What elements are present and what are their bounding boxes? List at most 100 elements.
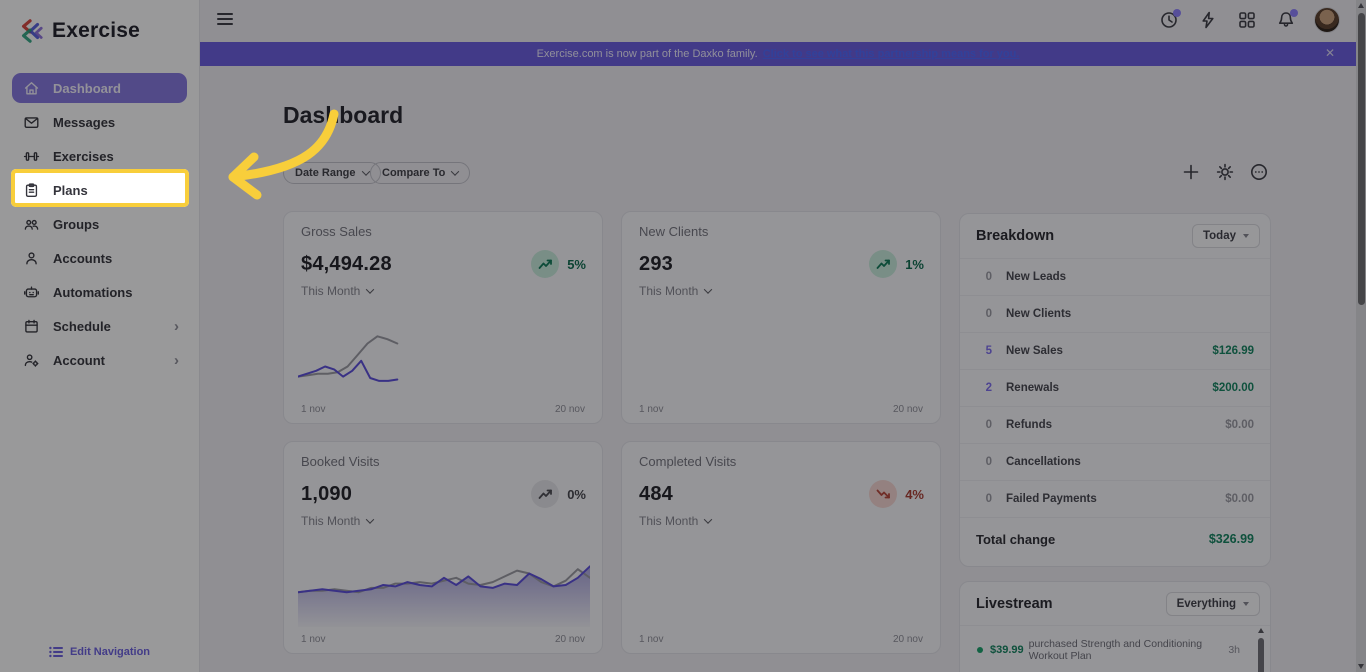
sidebar-item-schedule[interactable]: Schedule ›	[12, 311, 187, 341]
row-label: New Leads	[1006, 271, 1067, 283]
sidebar: Exercise Dashboard Messages Exercises Pl…	[0, 0, 200, 672]
breakdown-total-row: Total change $326.99	[960, 517, 1270, 560]
chart-date-range: 1 nov 20 nov	[301, 634, 585, 645]
notification-dot	[1290, 9, 1298, 17]
sidebar-item-dashboard[interactable]: Dashboard	[12, 73, 187, 103]
period-dropdown[interactable]: This Month	[301, 514, 375, 528]
sidebar-item-groups[interactable]: Groups	[12, 209, 187, 239]
x-axis-end: 20 nov	[892, 634, 923, 645]
date-range-label: Date Range	[295, 167, 356, 179]
trend-indicator: 1%	[869, 250, 924, 278]
calendar-icon	[23, 318, 40, 335]
total-amount: $326.99	[1208, 532, 1254, 546]
chart-date-range: 1 nov 20 nov	[639, 634, 923, 645]
period-dropdown[interactable]: This Month	[301, 284, 375, 298]
date-range-dropdown[interactable]: Date Range	[283, 162, 381, 184]
row-count: 2	[985, 382, 992, 394]
x-axis-end: 20 nov	[554, 404, 585, 415]
livestream-title: Livestream	[976, 595, 1053, 612]
trend-percent: 1%	[905, 256, 924, 272]
hamburger-menu-button[interactable]	[217, 13, 233, 28]
brand-logo[interactable]: Exercise	[18, 18, 140, 44]
chevron-right-icon: ›	[174, 317, 179, 335]
period-dropdown[interactable]: This Month	[639, 284, 713, 298]
add-widget-button[interactable]	[1182, 163, 1200, 181]
scroll-down-icon[interactable]	[1358, 664, 1364, 669]
completed-visits-card: Completed Visits 484 4% This Month 1 nov…	[621, 441, 941, 654]
edit-navigation-button[interactable]: Edit Navigation	[0, 646, 199, 658]
period-dropdown[interactable]: This Month	[639, 514, 713, 528]
trend-percent: 0%	[567, 486, 586, 502]
topbar-actions	[1158, 7, 1340, 33]
scrollbar-thumb[interactable]	[1258, 638, 1264, 672]
x-axis-end: 20 nov	[892, 404, 923, 415]
window-scrollbar[interactable]	[1356, 0, 1366, 672]
sidebar-item-plans[interactable]: Plans	[12, 175, 187, 205]
scrollbar-thumb[interactable]	[1357, 13, 1365, 305]
sidebar-item-label: Groups	[53, 216, 100, 232]
person-gear-icon	[23, 352, 40, 369]
row-label: Renewals	[1006, 382, 1060, 394]
scroll-up-icon[interactable]	[1358, 3, 1364, 8]
livestream-filter-value: Everything	[1176, 597, 1236, 610]
row-label: Cancellations	[1006, 456, 1081, 468]
history-icon[interactable]	[1158, 8, 1181, 32]
edit-navigation-label: Edit Navigation	[69, 646, 151, 658]
activity-time: 3h	[1228, 644, 1240, 656]
period-label: This Month	[301, 514, 361, 528]
row-count: 0	[985, 419, 992, 431]
row-label: Refunds	[1006, 419, 1052, 431]
chart-date-range: 1 nov 20 nov	[639, 404, 923, 415]
sidebar-item-label: Schedule	[53, 318, 111, 334]
sidebar-item-messages[interactable]: Messages	[12, 107, 187, 137]
chart-date-range: 1 nov 20 nov	[301, 404, 585, 415]
row-count: 0	[985, 456, 992, 468]
row-count: 0	[985, 271, 992, 283]
breakdown-row-cancellations: 0 Cancellations	[960, 443, 1270, 480]
sidebar-item-account[interactable]: Account ›	[12, 345, 187, 375]
livestream-item[interactable]: $39.99 purchased Strength and Conditioni…	[960, 626, 1270, 662]
period-label: This Month	[639, 514, 699, 528]
period-label: This Month	[639, 284, 699, 298]
chevron-down-icon	[361, 167, 370, 176]
trend-indicator: 5%	[531, 250, 586, 278]
banner-text: Exercise.com is now part of the Daxko fa…	[536, 48, 758, 60]
sidebar-item-label: Dashboard	[53, 80, 121, 96]
settings-gear-icon[interactable]	[1216, 163, 1234, 181]
sidebar-item-exercises[interactable]: Exercises	[12, 141, 187, 171]
breakdown-period-select[interactable]: Today	[1191, 224, 1260, 248]
breakdown-row-new-sales: 5 New Sales $126.99	[960, 332, 1270, 369]
x-axis-start: 1 nov	[639, 634, 664, 645]
clipboard-icon	[23, 182, 40, 199]
banner-close-icon[interactable]: ✕	[1324, 46, 1335, 60]
sidebar-item-accounts[interactable]: Accounts	[12, 243, 187, 273]
notifications-bell-icon[interactable]	[1275, 8, 1298, 32]
compare-to-dropdown[interactable]: Compare To	[370, 162, 471, 184]
bolt-icon[interactable]	[1197, 8, 1219, 32]
user-avatar[interactable]	[1314, 7, 1340, 33]
card-title: Gross Sales	[301, 224, 372, 239]
more-options-icon[interactable]	[1250, 163, 1268, 181]
breakdown-row-renewals: 2 Renewals $200.00	[960, 369, 1270, 406]
trend-percent: 4%	[905, 486, 924, 502]
row-count: 5	[985, 345, 992, 357]
booked-visits-card: Booked Visits 1,090 0% This Month 1 nov …	[283, 441, 603, 654]
sidebar-item-label: Account	[53, 352, 105, 368]
envelope-icon	[23, 114, 40, 131]
scroll-up-icon[interactable]	[1258, 628, 1264, 633]
trend-indicator: 0%	[531, 480, 586, 508]
card-value: 293	[639, 253, 673, 275]
livestream-filter-select[interactable]: Everything	[1165, 591, 1260, 616]
period-label: This Month	[301, 284, 361, 298]
trend-percent: 5%	[567, 256, 586, 272]
booked-visits-sparkline	[298, 565, 590, 627]
apps-grid-icon[interactable]	[1236, 8, 1258, 32]
person-icon	[23, 250, 40, 267]
row-label: New Sales	[1006, 345, 1063, 357]
livestream-scrollbar[interactable]	[1257, 626, 1265, 672]
sidebar-item-label: Messages	[53, 114, 116, 130]
livestream-panel: Livestream Everything $39.99 purchased S…	[959, 581, 1271, 672]
sidebar-item-automations[interactable]: Automations	[12, 277, 187, 307]
sidebar-item-label: Plans	[53, 182, 88, 198]
banner-link[interactable]: Click to see what this partnership means…	[762, 48, 1020, 60]
